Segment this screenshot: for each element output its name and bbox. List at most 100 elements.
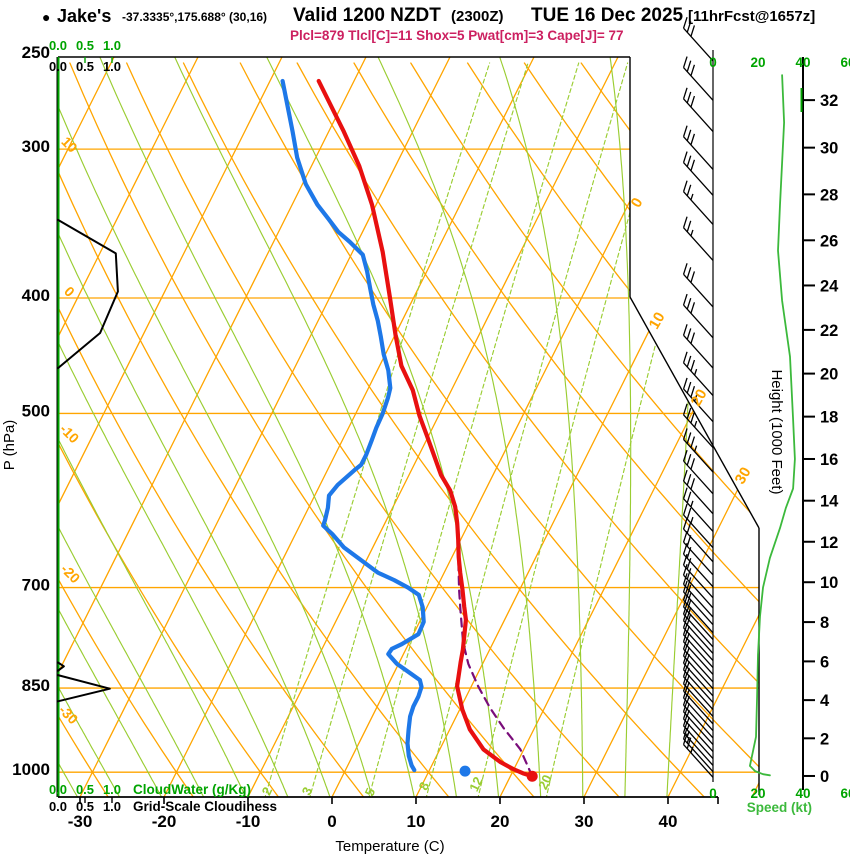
isotherm-line [751,57,759,797]
wind-barb-staff [683,574,714,609]
cloudwater-scale-label: CloudWater (g/Kg) [133,782,251,797]
cloudiness-bottom-scale-label: 0.0 [49,799,67,814]
wind-barb-feather [686,607,692,619]
cloudiness-top-scale-label: 0.5 [76,59,94,74]
wind-barb-staff [683,498,714,532]
wind-barb-feather [686,21,692,33]
data-profiles [57,74,796,782]
dry-adiabat-line [58,62,111,797]
wind-barb-feather [682,686,688,699]
wind-barb [682,216,714,261]
wind-barb-feather [690,411,696,424]
isotherm-line [58,57,367,797]
isotherm-line [163,57,535,797]
wind-barb-staff [683,553,714,588]
dry-adiabat-line [750,62,759,797]
dry-adiabat-line [637,62,759,797]
wind-barb-staff [683,480,714,515]
wind-barb-feather [682,293,688,306]
wind-barb-half-feather [693,395,698,402]
isotherm-line [79,57,451,797]
wind-barb [682,293,714,339]
pressure-tick-label: 1000 [12,760,50,779]
wind-barb-feather [682,56,688,68]
isotherm-label: 10 [646,309,669,332]
wind-barb-feather [690,302,696,314]
wind-barb-feather [690,271,696,283]
temperature-tick-label: 40 [659,812,678,831]
height-tick-label: 4 [820,692,830,710]
wind-barb-feather [682,125,688,137]
wind-barb [682,180,714,225]
wind-barb-staff [683,528,714,563]
isotherm-line [583,57,759,797]
speed-top-tick-label: 40 [795,55,810,70]
mixing-ratio-label: 2 [259,785,276,798]
speed-bottom-tick-label: 0 [709,786,717,801]
wind-barb-staff [683,438,714,473]
wind-barb-feather [682,180,688,192]
wind-barb-feather [686,155,692,167]
wind-barb-staff [683,227,714,261]
dry-adiabat-line [410,62,759,797]
wind-barb-staff [683,697,714,732]
wind-barb-feather [686,737,692,749]
wind-speed-profile-line [749,74,796,777]
wind-barb [682,542,714,588]
wind-barb-staff [683,98,714,132]
wind-barb-feather [682,351,688,364]
moist-adiabat-line [376,57,542,797]
wind-barb-feather [690,436,696,448]
wind-barb-feather [682,151,688,163]
wind-barb [682,733,714,778]
pressure-axis-title: P (hPa) [1,420,18,471]
wind-barb-feather [690,458,696,470]
wind-barb-feather [686,407,692,420]
surface-dewpoint-dot [459,765,471,777]
wind-barb-feather [686,432,692,444]
wind-barb-staff [683,514,714,549]
wind-barb-feather [686,577,692,589]
wind-barb-half-feather [690,500,694,508]
height-tick-label: 20 [820,366,838,384]
wind-barb-feather [686,535,692,547]
wind-barb [682,630,714,675]
wind-barb-staff [683,683,714,717]
dry-adiabat-line [58,62,367,797]
wind-barb-half-feather [686,647,690,654]
height-tick-label: 26 [820,232,838,250]
dry-adiabat-line [58,62,452,797]
isotherm-label: 20 [688,386,711,409]
wind-barb-feather [682,449,688,462]
height-tick-label: 2 [820,730,829,748]
wind-barb-feather [682,469,688,482]
wind-barb-half-feather [690,193,694,201]
pressure-tick-label: 300 [22,137,50,156]
wind-barb [682,553,714,599]
wind-barb [682,672,714,717]
cloudwater-bottom-scale-label: 1.0 [103,782,121,797]
wind-barb-feather [682,573,688,585]
wind-barb-half-feather [686,723,690,731]
mixing-ratio-line [263,62,491,797]
isotherm-line [247,57,619,797]
cloudiness-bottom-scale-label: 0.5 [76,799,94,814]
wind-barb-half-feather [686,639,690,647]
wind-barb-feather [682,517,688,530]
wind-barb-feather [682,733,688,745]
wind-barb-feather [690,332,696,344]
wind-barb [682,580,714,626]
height-tick-label: 24 [820,277,839,295]
wind-barb [682,151,714,196]
cloudiness-profile-line [57,661,65,672]
mixing-ratio-label: 3 [299,785,316,798]
dry-adiabat-line [239,62,759,797]
mixing-ratio-grid [263,62,730,797]
speed-axis-title: Speed (kt) [747,800,812,815]
stability-indices-line: Plcl=879 Tlcl[C]=11 Shox=5 Pwat[cm]=3 Ca… [290,28,624,43]
station-coordinates: -37.3335°,175.688° (30,16) [122,10,268,24]
wind-barb-staff [683,620,714,654]
wind-barb-feather [686,593,692,605]
dry-adiabat-line [182,62,708,797]
